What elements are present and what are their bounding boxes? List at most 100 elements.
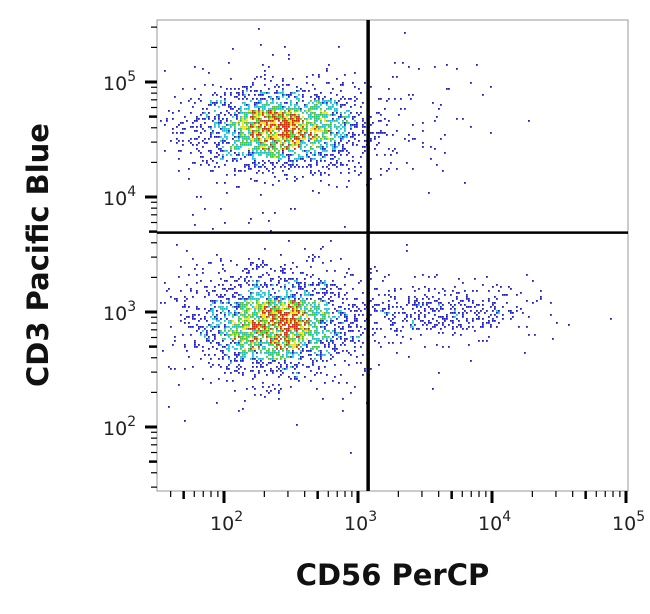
event-dot — [260, 366, 262, 368]
event-dot — [324, 154, 326, 156]
event-dot — [228, 344, 230, 346]
event-dot — [248, 302, 250, 304]
event-dot — [252, 312, 254, 314]
event-dot — [310, 170, 312, 172]
event-dot — [226, 88, 228, 90]
event-dot — [296, 314, 298, 316]
event-dot — [278, 138, 280, 140]
event-dot — [324, 354, 326, 356]
event-dot — [356, 126, 358, 128]
event-dot — [274, 132, 276, 134]
event-dot — [290, 150, 292, 152]
event-dot — [270, 126, 272, 128]
event-dot — [242, 152, 244, 154]
event-dot — [266, 140, 268, 142]
event-dot — [308, 140, 310, 142]
event-dot — [424, 294, 426, 296]
event-dot — [252, 302, 254, 304]
event-dot — [230, 338, 232, 340]
event-dot — [280, 314, 282, 316]
event-dot — [244, 300, 246, 302]
event-dot — [420, 312, 422, 314]
event-dot — [242, 314, 244, 316]
event-dot — [292, 352, 294, 354]
event-dot — [238, 352, 240, 354]
event-dot — [282, 144, 284, 146]
event-dot — [184, 296, 186, 298]
event-dot — [216, 152, 218, 154]
event-dot — [296, 96, 298, 98]
event-dot — [272, 316, 274, 318]
event-dot — [278, 310, 280, 312]
event-dot — [306, 104, 308, 106]
event-dot — [322, 336, 324, 338]
event-dot — [352, 306, 354, 308]
event-dot — [284, 296, 286, 298]
event-dot — [248, 310, 250, 312]
event-dot — [310, 306, 312, 308]
event-dot — [266, 272, 268, 274]
event-dot — [238, 112, 240, 114]
event-dot — [304, 310, 306, 312]
event-dot — [176, 126, 178, 128]
event-dot — [218, 144, 220, 146]
event-dot — [322, 360, 324, 362]
event-dot — [232, 108, 234, 110]
event-dot — [190, 112, 192, 114]
event-dot — [316, 120, 318, 122]
event-dot — [288, 150, 290, 152]
event-dot — [340, 150, 342, 152]
event-dot — [496, 310, 498, 312]
event-dot — [272, 172, 274, 174]
event-dot — [300, 110, 302, 112]
event-dot — [254, 308, 256, 310]
event-dot — [202, 350, 204, 352]
event-dot — [256, 284, 258, 286]
event-dot — [288, 356, 290, 358]
event-dot — [192, 366, 194, 368]
event-dot — [238, 298, 240, 300]
event-dot — [354, 318, 356, 320]
event-dot — [362, 146, 364, 148]
event-dot — [292, 372, 294, 374]
event-dot — [262, 304, 264, 306]
event-dot — [300, 272, 302, 274]
event-dot — [270, 340, 272, 342]
event-dot — [326, 310, 328, 312]
event-dot — [260, 308, 262, 310]
event-dot — [284, 286, 286, 288]
event-dot — [232, 138, 234, 140]
event-dot — [284, 344, 286, 346]
event-dot — [322, 156, 324, 158]
event-dot — [324, 300, 326, 302]
event-dot — [202, 146, 204, 148]
event-dot — [200, 326, 202, 328]
event-dot — [232, 294, 234, 296]
event-dot — [284, 142, 286, 144]
event-dot — [240, 146, 242, 148]
event-dot — [364, 150, 366, 152]
event-dot — [166, 290, 168, 292]
event-dot — [296, 116, 298, 118]
event-dot — [250, 142, 252, 144]
event-dot — [270, 300, 272, 302]
event-dot — [432, 310, 434, 312]
event-dot — [256, 98, 258, 100]
event-dot — [260, 340, 262, 342]
event-dot — [236, 326, 238, 328]
event-dot — [218, 332, 220, 334]
event-dot — [294, 152, 296, 154]
event-dot — [512, 316, 514, 318]
event-dot — [300, 320, 302, 322]
event-dot — [258, 298, 260, 300]
event-dot — [352, 132, 354, 134]
event-dot — [208, 72, 210, 74]
event-dot — [266, 390, 268, 392]
event-dot — [274, 296, 276, 298]
event-dot — [274, 92, 276, 94]
event-dot — [316, 136, 318, 138]
event-dot — [238, 138, 240, 140]
event-dot — [180, 320, 182, 322]
event-dot — [226, 138, 228, 140]
event-dot — [304, 328, 306, 330]
